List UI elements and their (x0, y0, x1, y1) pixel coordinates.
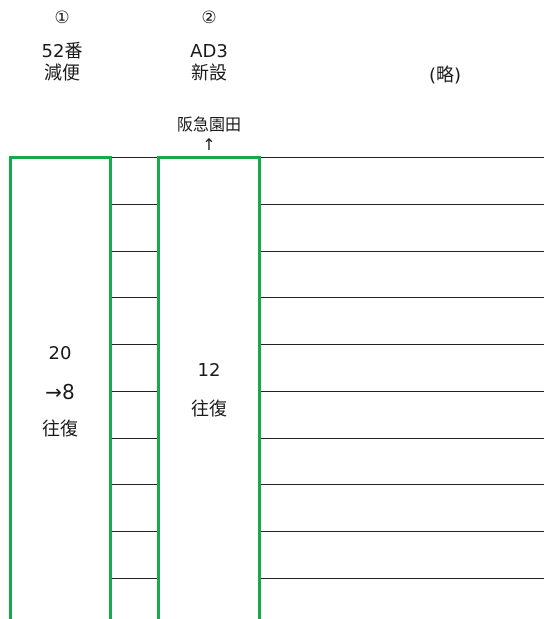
row-line (110, 297, 158, 298)
row-line (259, 297, 544, 298)
col2-change-label: 新設 (191, 63, 227, 84)
col2-route-label: AD3 (190, 41, 228, 62)
row-line (259, 204, 544, 205)
row-line (110, 438, 158, 439)
up-arrow-icon: ↑ (202, 135, 216, 154)
row-line (110, 204, 158, 205)
destination-label: 阪急園田 (176, 115, 241, 134)
col1-marker: ① (54, 8, 70, 28)
row-line (110, 578, 158, 579)
omitted-label: (略) (428, 65, 462, 86)
row-line (259, 391, 544, 392)
row-line (110, 391, 158, 392)
row-line (259, 344, 544, 345)
col2-count: 12 (197, 360, 221, 381)
row-line (110, 484, 158, 485)
row-line (259, 251, 544, 252)
row-line (259, 531, 544, 532)
row-line (259, 484, 544, 485)
row-line (110, 344, 158, 345)
col1-count-unit: 往復 (42, 419, 78, 440)
col1-count-before: 20 (48, 343, 72, 364)
col1-frequency-box (9, 156, 112, 619)
col1-change-label: 減便 (44, 63, 80, 84)
row-line (259, 438, 544, 439)
row-line (259, 578, 544, 579)
col1-count-after: →8 (45, 380, 75, 404)
col2-marker: ② (201, 8, 217, 28)
col2-frequency-box (157, 156, 261, 619)
col2-count-unit: 往復 (191, 399, 227, 420)
row-line (259, 157, 544, 158)
row-line (110, 251, 158, 252)
row-line (110, 531, 158, 532)
col1-route-label: 52番 (41, 41, 83, 62)
row-line (110, 157, 158, 158)
